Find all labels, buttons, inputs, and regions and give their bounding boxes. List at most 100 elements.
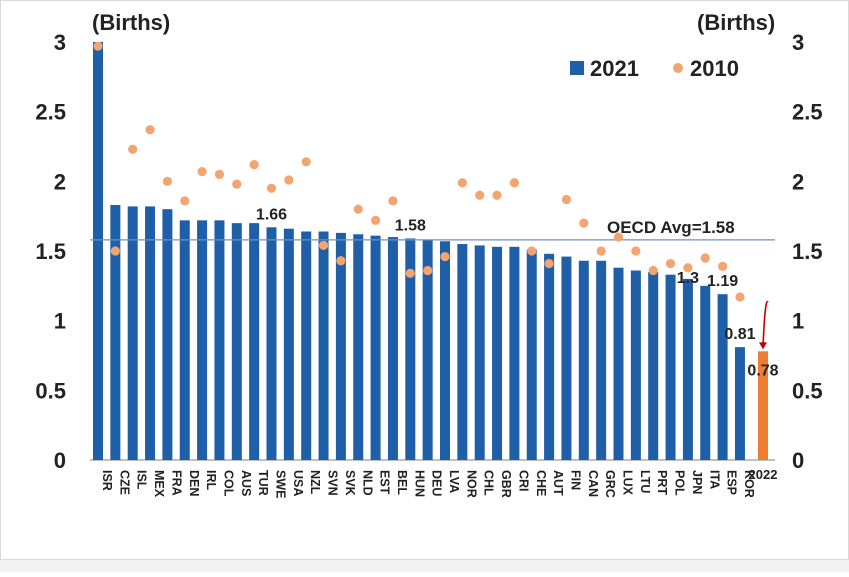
x-label-cze: CZE (117, 470, 131, 495)
x-label-svk: SVK (343, 470, 357, 496)
data-label-esp: 1.19 (707, 273, 738, 290)
x-label-tur: TUR (256, 470, 270, 496)
x-label-den: DEN (187, 470, 201, 496)
bar-2021-mex (145, 206, 156, 460)
dot-2010-svk (336, 256, 346, 266)
legend-swatch-2010 (673, 63, 683, 73)
bar-2021-nld (353, 234, 364, 460)
x-label-ltu: LTU (638, 470, 652, 493)
y-tick-left-1: 0.5 (35, 378, 66, 403)
dot-2010-lva (440, 251, 450, 262)
change-arrow-head (759, 342, 767, 350)
y-tick-left-3: 1.5 (35, 239, 66, 264)
x-label-chl: CHL (482, 470, 496, 496)
change-arrow (762, 300, 769, 348)
dot-2010-irl (197, 166, 207, 177)
dot-2010-isr (93, 41, 103, 51)
bar-2021-grc (596, 260, 607, 460)
bar-2021-est (370, 235, 381, 460)
bar-2021-usa (283, 228, 294, 460)
x-label-mex: MEX (152, 470, 166, 498)
x-label-gbr: GBR (499, 470, 513, 498)
data-label-swe: 1.66 (256, 206, 287, 223)
x-label-pol: POL (673, 470, 687, 496)
bar-2021-ltu (630, 270, 641, 460)
x-label-swe: SWE (274, 470, 288, 498)
x-label-aut: AUT (551, 470, 565, 496)
dot-2010-col (214, 169, 225, 179)
oecd-average-label: OECD Avg=1.58 (607, 218, 735, 237)
bar-2021-cze (110, 205, 121, 460)
dot-2010-nzl (301, 157, 311, 167)
y-tick-right-6: 3 (792, 30, 804, 55)
bar-2021-cri (509, 246, 520, 460)
dot-2010-lux (613, 232, 624, 242)
bar-2021-jpn (682, 278, 693, 460)
dot-2010-grc (596, 246, 606, 256)
bar-2021-chl (474, 245, 485, 460)
x-label-che: CHE (534, 470, 548, 496)
x-label-grc: GRC (603, 470, 617, 498)
dot-2010-deu (423, 265, 433, 276)
dot-2010-jpn (683, 263, 693, 273)
dot-2010-mex (145, 125, 155, 135)
dot-2010-chl (475, 190, 485, 200)
x-label-lux: LUX (621, 470, 635, 496)
dot-2010-svn (318, 240, 329, 251)
dot-2010-hun (405, 268, 415, 278)
bar-2021-nor (457, 244, 468, 460)
y-tick-left-0: 0 (54, 448, 66, 473)
dot-2010-den (180, 196, 190, 206)
bar-2021-lva (440, 241, 450, 460)
x-label-col: COL (221, 470, 235, 497)
bar-2021-lux (613, 267, 624, 460)
x-label-kor: KOR (742, 470, 756, 498)
dot-2010-tur (249, 160, 259, 170)
dot-2010-usa (284, 175, 294, 185)
x-label-nld: NLD (360, 470, 374, 496)
bar-2021-deu (422, 239, 433, 460)
dot-2010-gbr (492, 190, 502, 200)
bar-2021-tur (249, 223, 260, 460)
bar-2021-aut (544, 253, 555, 460)
bar-2021-aus (231, 223, 242, 460)
y-tick-right-5: 2.5 (792, 100, 823, 125)
x-label-bel: BEL (395, 470, 409, 495)
x-label-can: CAN (586, 470, 600, 497)
y-unit-right: (Births) (697, 10, 775, 35)
dot-2010-esp (718, 261, 728, 271)
bar-2021-gbr (492, 246, 503, 460)
x-label-lva: LVA (447, 470, 461, 493)
bar-2021-can (578, 260, 589, 460)
x-label-svn: SVN (326, 470, 340, 496)
x-label-prt: PRT (655, 470, 669, 495)
dot-2010-swe (266, 183, 277, 193)
bar-2021-nzl (301, 231, 312, 460)
y-tick-left-4: 2 (54, 169, 66, 194)
dot-2010-kor (735, 292, 745, 302)
data-label-kor: 0.81 (724, 326, 755, 343)
bar-2021-che (526, 249, 537, 460)
x-label-isr: ISR (100, 470, 114, 491)
legend-label-2021: 2021 (590, 56, 639, 81)
y-tick-right-4: 2 (792, 169, 804, 194)
x-label-fin: FIN (568, 470, 582, 490)
x-label-cri: CRI (516, 470, 530, 492)
x-label-irl: IRL (204, 470, 218, 491)
x-label-aus: AUS (239, 470, 253, 496)
dot-2010-cze (110, 246, 120, 256)
dot-2010-isl (128, 144, 138, 154)
legend-swatch-2021 (570, 61, 584, 75)
dot-2010-pol (665, 258, 676, 269)
y-tick-right-2: 1 (792, 309, 804, 334)
dot-2010-aut (544, 258, 554, 269)
x-label-nor: NOR (464, 470, 478, 498)
bar-2021-svn (318, 231, 329, 460)
bar-2021-isr (93, 42, 103, 460)
y-tick-left-2: 1 (54, 309, 66, 334)
x-label-nzl: NZL (308, 470, 322, 495)
dot-2010-prt (648, 265, 658, 276)
dot-2010-can (579, 218, 589, 228)
